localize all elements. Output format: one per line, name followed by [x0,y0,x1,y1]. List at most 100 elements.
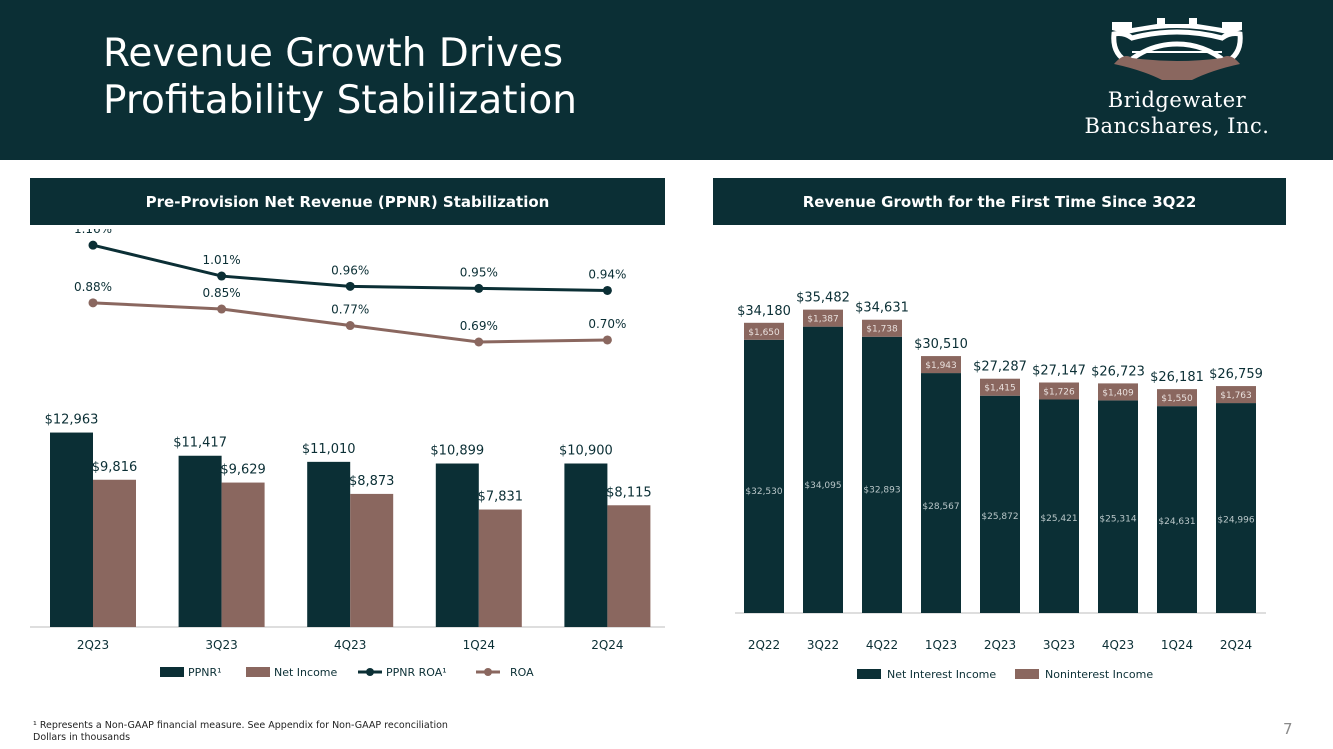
net-income-bar-label: $8,873 [349,474,395,489]
noninterest-income-label: $1,550 [1161,394,1193,404]
noninterest-income-bar [1039,382,1079,400]
noninterest-income-label: $1,943 [925,361,957,371]
legend-noninterest-swatch [1015,669,1039,679]
net-interest-income-label: $34,095 [804,481,841,491]
total-label: $27,147 [1032,363,1086,378]
legend-ppnr-label: PPNR¹ [188,666,222,679]
noninterest-income-label: $1,387 [807,315,839,325]
ppnr-roa-point [217,271,227,281]
page-title: Revenue Growth Drives Profitability Stab… [103,30,577,124]
roa-label: 0.70% [588,317,626,331]
noninterest-income-label: $1,650 [748,328,780,338]
page-title-line2: Profitability Stabilization [103,78,577,123]
net-interest-income-label: $32,893 [863,486,900,496]
total-label: $27,287 [973,360,1027,375]
net-income-bar-label: $9,816 [92,460,138,475]
net-interest-income-bar [980,395,1020,613]
roa-label: 0.85% [203,286,241,300]
net-interest-income-label: $25,314 [1099,514,1136,524]
bridgewater-logo: Bridgewater Bancshares, Inc. [1062,14,1292,144]
logo-text-line1: Bridgewater [1107,88,1247,112]
legend-net-interest-label: Net Interest Income [887,668,996,681]
legend-net-interest-swatch [857,669,881,679]
x-tick-label: 2Q24 [1220,638,1252,652]
noninterest-income-bar [1157,389,1197,407]
x-tick-label: 1Q24 [1161,638,1193,652]
total-label: $35,482 [796,291,850,306]
total-label: $26,181 [1150,370,1204,385]
ppnr-chart: $12,963 $9,816 2Q23 $11,417 $9,629 3Q23 $11,01… [30,229,665,679]
x-tick-label: 3Q23 [1043,638,1075,652]
roa-label: 0.77% [331,303,369,317]
x-tick-label: 4Q23 [334,638,366,652]
net-interest-income-bar [744,339,784,613]
ppnr-roa-point [602,285,612,295]
roa-point [602,335,612,345]
net-interest-income-bar [803,326,843,613]
net-income-bar [221,482,265,627]
roa-label: 0.69% [460,319,498,333]
ppnr-roa-point [345,281,355,291]
ppnr-roa-label: 1.01% [203,253,241,267]
ppnr-roa-label: 0.95% [460,265,498,279]
noninterest-income-bar [980,378,1020,396]
legend-roa-marker [484,668,492,676]
net-income-bar-label: $7,831 [478,490,524,505]
roa-point [474,337,484,347]
net-income-bar [350,493,394,627]
net-interest-income-label: $24,631 [1158,517,1195,527]
legend-ppnr-roa-label: PPNR ROA¹ [386,666,447,679]
x-tick-label: 1Q24 [463,638,495,652]
ppnr-bar-label: $11,010 [302,442,356,457]
ppnr-bar [178,455,222,627]
ppnr-bar [564,463,608,627]
legend-noninterest-label: Noninterest Income [1045,668,1153,681]
ppnr-roa-label: 0.94% [588,267,626,281]
legend-ppnr-roa-marker [366,668,374,676]
total-label: $26,759 [1209,367,1263,382]
x-tick-label: 3Q23 [205,638,237,652]
net-income-bar [607,505,651,627]
ppnr-roa-label: 0.96% [331,263,369,277]
roa-point [88,298,98,308]
net-interest-income-bar [921,373,961,613]
logo-text-line2: Bancshares, Inc. [1084,114,1270,138]
roa-point [345,321,355,331]
footnote-line2: Dollars in thousands [33,732,131,743]
net-interest-income-bar [1157,406,1197,613]
net-interest-income-label: $25,421 [1040,514,1077,524]
noninterest-income-bar [921,356,961,374]
ppnr-bar [435,463,479,627]
net-interest-income-label: $32,530 [745,487,782,497]
net-income-bar-label: $9,629 [220,463,266,478]
net-income-bar [478,509,522,627]
net-interest-income-bar [1098,400,1138,613]
page-title-line1: Revenue Growth Drives [103,31,564,76]
ppnr-bar-label: $11,417 [173,436,227,451]
left-panel-title: Pre-Provision Net Revenue (PPNR) Stabili… [30,178,665,225]
ppnr-bar-label: $10,900 [559,444,613,459]
ppnr-roa-label: 1.16% [74,229,112,236]
ppnr-bar-label: $12,963 [45,413,99,428]
net-interest-income-label: $28,567 [922,502,959,512]
roa-label: 0.88% [74,280,112,294]
total-label: $30,510 [914,337,968,352]
net-interest-income-bar [862,336,902,613]
x-tick-label: 4Q22 [866,638,898,652]
legend-roa-label: ROA [510,666,534,679]
revenue-chart: $32,530 $1,650 $34,180 2Q22 $34,095 $1,387 $35… [735,291,1266,681]
noninterest-income-bar [803,309,843,327]
roa-point [217,304,227,314]
noninterest-income-label: $1,409 [1102,388,1134,398]
noninterest-income-bar [862,319,902,337]
logo-emblem-icon [1111,18,1243,80]
net-interest-income-bar [1039,399,1079,613]
ppnr-bar-label: $10,899 [430,444,484,459]
x-tick-label: 2Q22 [748,638,780,652]
legend-net-income-swatch [246,667,270,677]
x-tick-label: 2Q23 [984,638,1016,652]
total-label: $26,723 [1091,364,1145,379]
noninterest-income-label: $1,415 [984,384,1016,394]
x-tick-label: 3Q22 [807,638,839,652]
net-interest-income-label: $24,996 [1217,516,1254,526]
